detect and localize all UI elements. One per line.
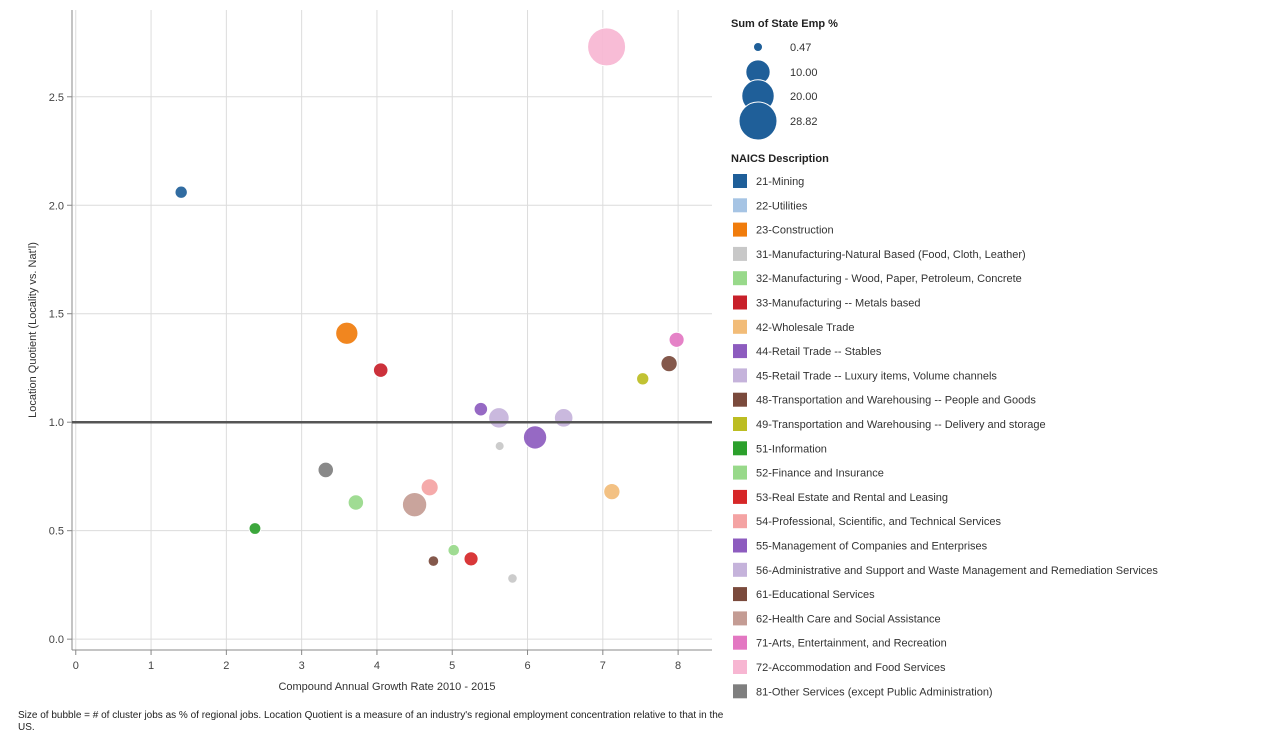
x-tick-label: 0 xyxy=(73,660,79,672)
bubble-point xyxy=(553,408,574,428)
size-legend-label: 0.47 xyxy=(790,42,811,54)
bubble-point xyxy=(668,331,685,348)
color-legend-label: 51-Information xyxy=(756,443,827,455)
color-legend-label: 33-Manufacturing -- Metals based xyxy=(756,298,920,310)
color-legend-label: 62-Health Care and Social Assistance xyxy=(756,613,941,625)
bubble-point xyxy=(335,321,359,345)
color-legend-swatch xyxy=(733,611,747,626)
y-tick-label: 1.5 xyxy=(49,309,64,321)
bubble-point xyxy=(317,461,334,479)
color-legend-label: 42-Wholesale Trade xyxy=(756,322,854,334)
size-legend-label: 10.00 xyxy=(790,67,818,79)
plot-area xyxy=(72,10,712,650)
color-legend-label: 55-Management of Companies and Enterpris… xyxy=(756,541,988,553)
bubble-point xyxy=(427,555,440,567)
x-axis-title: Compound Annual Growth Rate 2010 - 2015 xyxy=(278,681,495,693)
size-legend-bubble xyxy=(752,41,764,53)
bubble-point xyxy=(488,407,510,429)
x-tick-label: 8 xyxy=(675,660,681,672)
bubble-point xyxy=(636,372,650,386)
size-legend-label: 28.82 xyxy=(790,116,818,128)
bubble-point xyxy=(463,551,479,567)
bubbles xyxy=(72,27,712,584)
color-legend-swatch xyxy=(733,174,747,188)
color-legend-swatch xyxy=(733,271,747,286)
color-legend-swatch xyxy=(733,222,747,237)
y-tick-label: 2.0 xyxy=(49,200,64,212)
color-legend-swatch xyxy=(733,514,747,529)
color-legend-label: 48-Transportation and Warehousing -- Peo… xyxy=(756,395,1036,407)
bubble-point xyxy=(494,441,505,452)
color-legend-label: 23-Construction xyxy=(756,225,834,237)
bubble-point xyxy=(660,354,678,373)
color-legend-swatch xyxy=(733,246,747,261)
bubble-point xyxy=(587,27,627,67)
y-tick-label: 0.5 xyxy=(49,526,64,538)
color-legend-label: 61-Educational Services xyxy=(756,589,875,601)
color-legend-swatch xyxy=(733,319,747,334)
bubble-point xyxy=(603,482,621,501)
x-tick-label: 2 xyxy=(223,660,229,672)
color-legend-swatch xyxy=(733,441,747,456)
color-legend-swatch xyxy=(733,368,747,383)
color-legend-label: 31-Manufacturing-Natural Based (Food, Cl… xyxy=(756,249,1026,261)
color-legend-swatch xyxy=(733,465,747,480)
size-legend-title: Sum of State Emp % xyxy=(731,18,838,30)
color-legend-label: 53-Real Estate and Rental and Leasing xyxy=(756,492,948,504)
color-legend-label: 71-Arts, Entertainment, and Recreation xyxy=(756,638,947,650)
color-legend-label: 44-Retail Trade -- Stables xyxy=(756,346,882,358)
bubble-point xyxy=(174,185,188,199)
x-tick-label: 1 xyxy=(148,660,154,672)
color-legend-swatch xyxy=(733,344,747,359)
color-legend-swatch xyxy=(733,660,747,674)
color-legend-swatch xyxy=(733,538,747,553)
color-legend-label: 21-Mining xyxy=(756,176,804,188)
y-tick-label: 2.5 xyxy=(49,92,64,104)
size-legend-bubble xyxy=(738,101,778,141)
x-tick-label: 3 xyxy=(299,660,305,672)
color-legend-swatch xyxy=(733,295,747,310)
color-legend-label: 32-Manufacturing - Wood, Paper, Petroleu… xyxy=(756,273,1022,285)
color-legend-swatch xyxy=(733,562,747,577)
bubble-point xyxy=(401,491,428,518)
color-legend-label: 49-Transportation and Warehousing -- Del… xyxy=(756,419,1046,431)
color-legend-swatch xyxy=(733,684,747,699)
x-tick-label: 7 xyxy=(600,660,606,672)
y-axis-title: Location Quotient (Locality vs. Nat'l) xyxy=(27,242,39,418)
color-legend-swatch xyxy=(733,489,747,504)
color-legend-swatch xyxy=(733,417,747,431)
y-tick-label: 0.0 xyxy=(49,634,64,646)
bubble-point xyxy=(522,425,548,450)
legend: Sum of State Emp % 0.47 10.00 20.00 28.82 NAI… xyxy=(731,18,1158,699)
bubble-point xyxy=(473,401,489,417)
footnote: Size of bubble = # of cluster jobs as % … xyxy=(18,710,724,733)
y-tick-label: 1.0 xyxy=(49,417,64,429)
bubble-point xyxy=(420,478,439,497)
color-legend-swatch xyxy=(733,198,747,213)
color-legend-label: 52-Finance and Insurance xyxy=(756,468,884,480)
bubble-point xyxy=(372,362,389,378)
bubble-point xyxy=(507,573,518,584)
bubble-point xyxy=(248,522,262,535)
color-legend-label: 54-Professional, Scientific, and Technic… xyxy=(756,516,1001,528)
color-legend-label: 22-Utilities xyxy=(756,200,808,212)
color-legend-label: 56-Administrative and Support and Waste … xyxy=(756,565,1158,577)
color-legend-title: NAICS Description xyxy=(731,153,829,165)
x-tick-label: 5 xyxy=(449,660,455,672)
color-legend-swatch xyxy=(733,587,747,602)
size-legend-label: 20.00 xyxy=(790,91,818,103)
axes: 0 1 2 3 4 5 6 7 8 0.0 0.5 1.0 1.5 2.0 2.5 Compound Annu… xyxy=(27,10,712,693)
bubble-point xyxy=(447,543,461,557)
x-tick-label: 6 xyxy=(524,660,530,672)
color-legend-swatch xyxy=(733,635,747,650)
bubble-point xyxy=(347,494,365,511)
x-tick-label: 4 xyxy=(374,660,380,672)
color-legend-label: 72-Accommodation and Food Services xyxy=(756,662,946,674)
color-legend-label: 45-Retail Trade -- Luxury items, Volume … xyxy=(756,370,997,382)
color-legend-swatch xyxy=(733,392,747,407)
color-legend-label: 81-Other Services (except Public Adminis… xyxy=(756,686,993,698)
